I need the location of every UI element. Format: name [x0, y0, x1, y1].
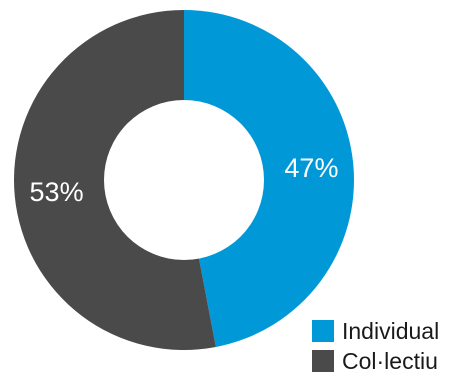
legend-label: Individual [342, 318, 439, 344]
slice-value-label: 47% [284, 153, 338, 183]
slice-individual [184, 10, 354, 347]
legend-swatch [312, 320, 334, 342]
donut-hole [104, 100, 264, 260]
legend-item: Col·lectiu [312, 348, 438, 374]
slice-value-label: 53% [30, 177, 84, 207]
legend-swatch [312, 350, 334, 372]
slice-labels-layer: 47% 53% [30, 153, 339, 207]
legend-label: Col·lectiu [342, 348, 438, 374]
legend: Individual Col·lectiu [312, 318, 439, 374]
legend-item: Individual [312, 318, 439, 344]
